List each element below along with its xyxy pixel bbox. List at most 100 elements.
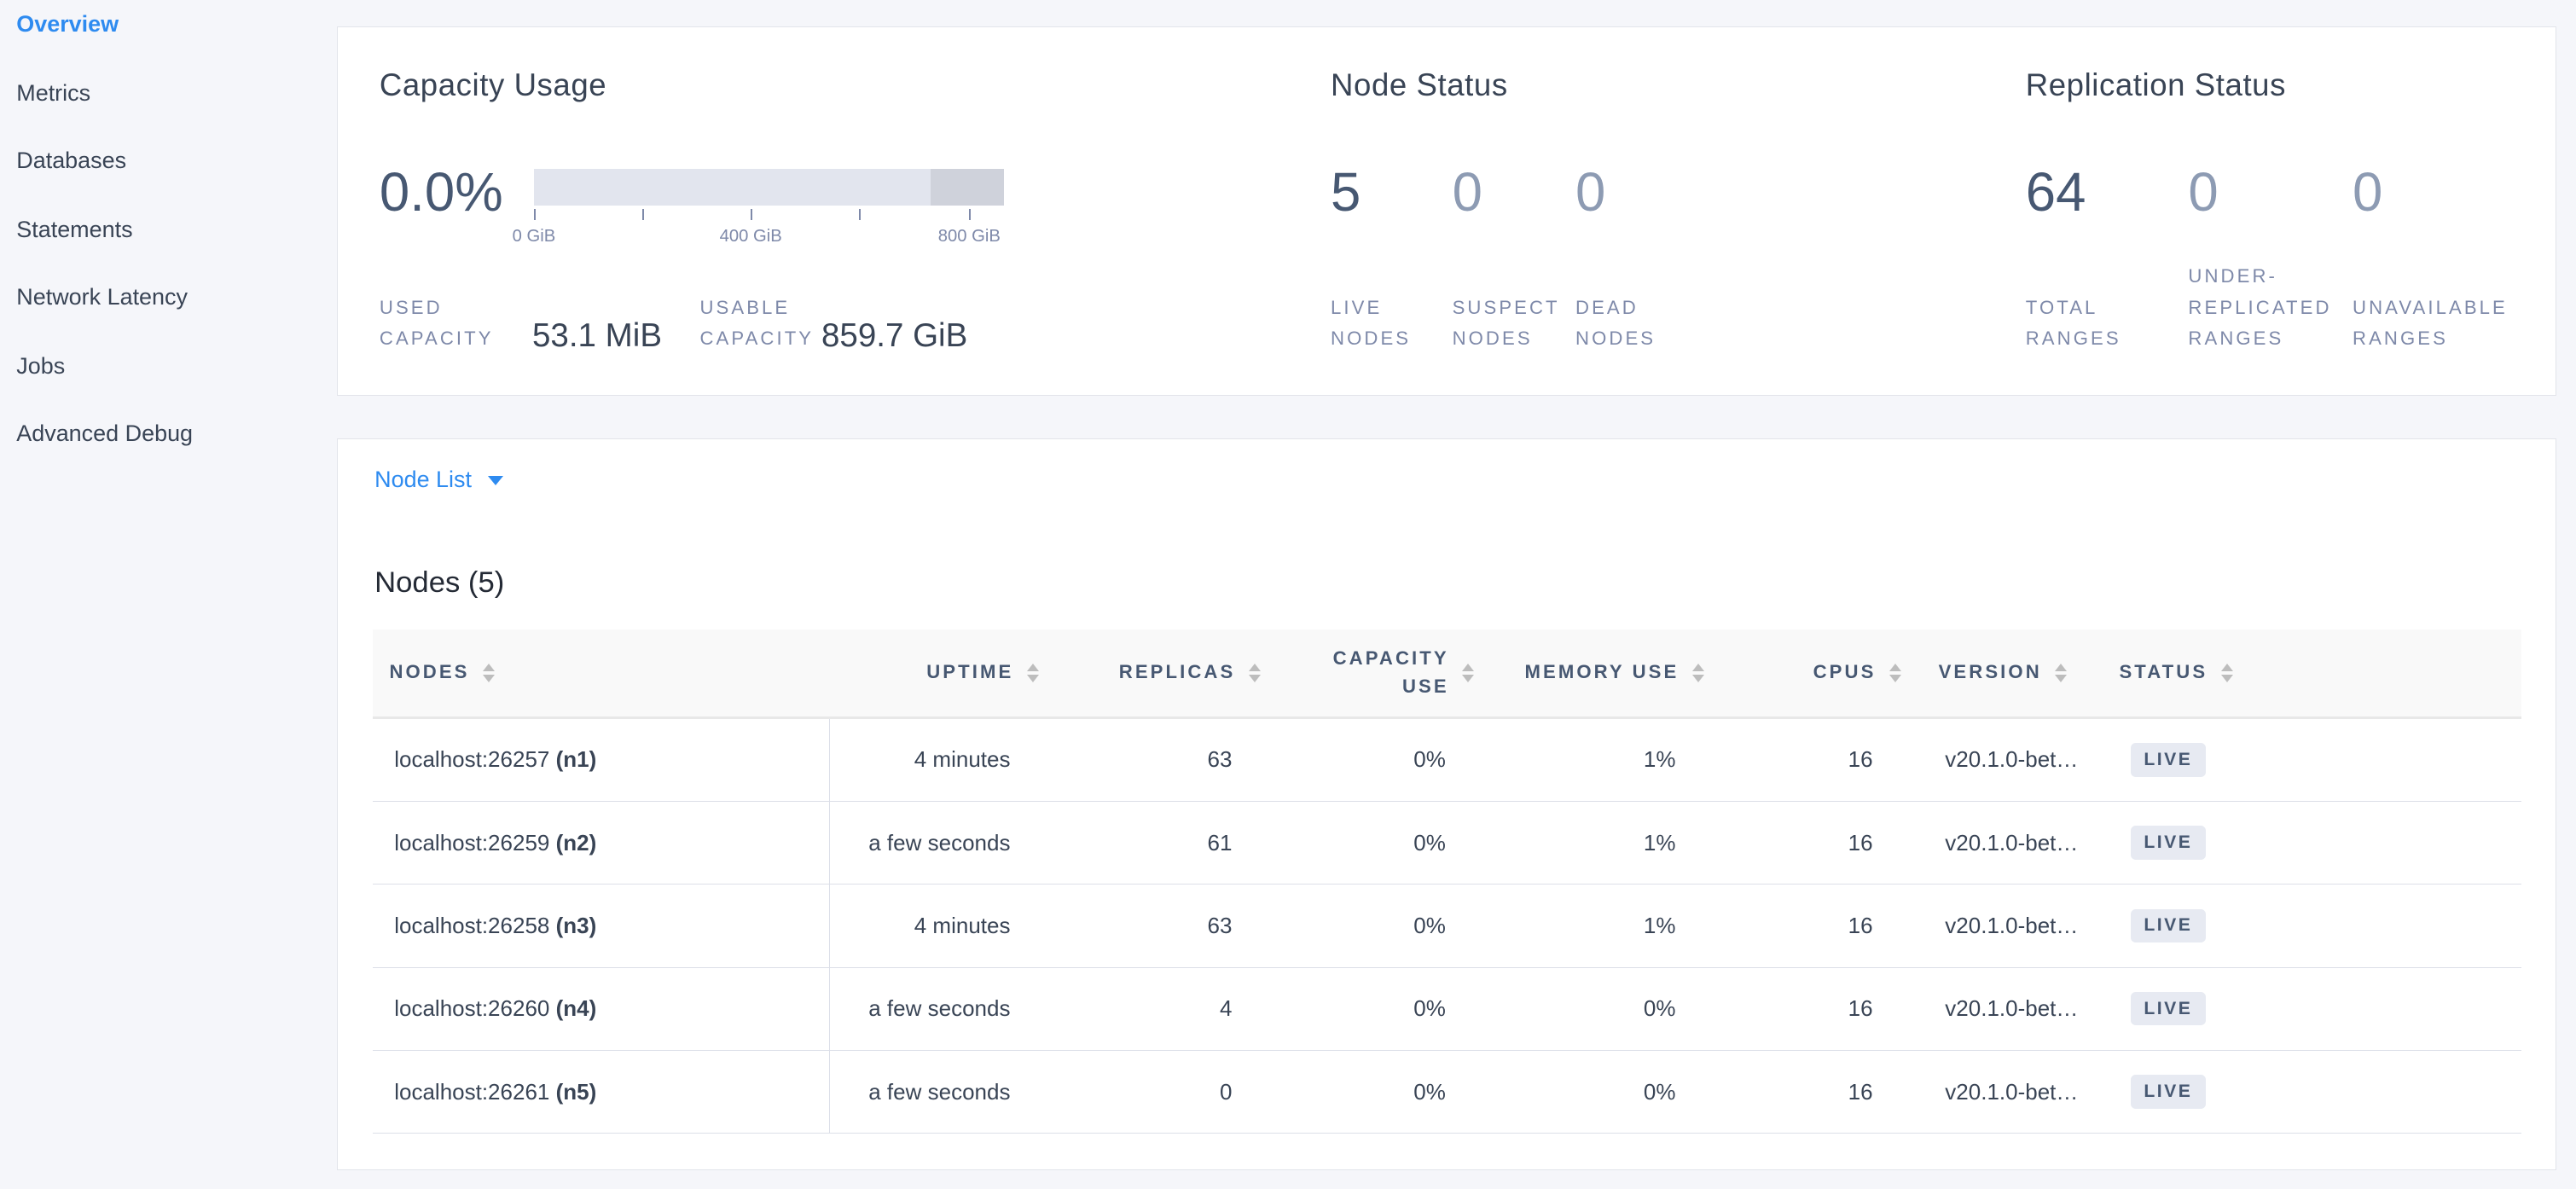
node-status-title: Node Status	[1331, 67, 1508, 102]
sidebar-item-overview[interactable]: Overview	[16, 11, 119, 38]
table-row: localhost:26257 (n1) 4 minutes 63 0% 1% 16 v20…	[373, 717, 2522, 803]
capacity-percent: 0.0%	[379, 161, 503, 223]
status-badge: LIVE	[2130, 743, 2206, 777]
column-header-capacity-use[interactable]: CAPACITY USE	[1281, 629, 1495, 719]
sort-icon[interactable]	[2220, 664, 2234, 682]
column-header-uptime[interactable]: UPTIME	[829, 629, 1060, 719]
column-header-replicas[interactable]: REPLICAS	[1059, 629, 1282, 719]
replication-status-title: Replication Status	[2025, 67, 2286, 102]
version-cell: v20.1.0-bet…	[1922, 717, 2103, 803]
live-nodes-count: 5	[1331, 161, 1361, 223]
node-address-link[interactable]: localhost:26260	[394, 995, 550, 1022]
status-cell: LIVE	[2103, 717, 2522, 803]
tick-label: 800 GiB	[937, 226, 1001, 246]
label-line: NODES	[1452, 328, 1533, 350]
version-cell: v20.1.0-bet…	[1922, 884, 2103, 968]
node-address-link[interactable]: localhost:26261	[394, 1078, 550, 1105]
node-id: (n1)	[555, 746, 597, 773]
status-badge: LIVE	[2130, 826, 2206, 860]
sidebar-item-jobs[interactable]: Jobs	[16, 353, 66, 380]
sidebar-item-databases[interactable]: Databases	[16, 148, 127, 174]
under-replicated-count: 0	[2188, 161, 2219, 223]
column-header-label: VERSION	[1938, 661, 2042, 683]
column-header-nodes[interactable]: NODES	[373, 629, 830, 719]
node-address-link[interactable]: localhost:26258	[394, 912, 550, 938]
table-row: localhost:26260 (n4) a few seconds 4 0% 0% 16…	[373, 967, 2522, 1051]
label-line: TOTAL	[2025, 296, 2098, 318]
table-row: localhost:26258 (n3) 4 minutes 63 0% 1% 16 v20…	[373, 884, 2522, 968]
column-header-label: REPLICAS	[1118, 661, 1236, 683]
tick-label: 0 GiB	[512, 226, 556, 246]
axis-tick	[642, 208, 644, 221]
axis-tick	[533, 208, 536, 221]
capacity-use-cell: 0%	[1281, 801, 1495, 885]
node-address-link[interactable]: localhost:26259	[394, 829, 550, 856]
total-ranges-count: 64	[2025, 161, 2086, 223]
label-line: SUSPECT	[1452, 296, 1560, 318]
replicas-cell: 63	[1059, 884, 1282, 968]
status-cell: LIVE	[2103, 801, 2522, 885]
sort-icon[interactable]	[1888, 664, 1902, 682]
version-cell: v20.1.0-bet…	[1922, 1050, 2103, 1134]
status-cell: LIVE	[2103, 1050, 2522, 1134]
caret-down-icon	[488, 476, 504, 485]
sort-icon[interactable]	[482, 664, 496, 682]
column-header-status[interactable]: STATUS	[2103, 629, 2522, 719]
uptime-cell: a few seconds	[829, 967, 1060, 1051]
column-header-cpus[interactable]: CPUS	[1725, 629, 1923, 719]
column-header-label: UPTIME	[926, 661, 1014, 683]
label-line: NODES	[1575, 328, 1656, 350]
label-line: RANGES	[2025, 328, 2121, 350]
cpus-cell: 16	[1725, 717, 1923, 803]
column-header-memory-use[interactable]: MEMORY USE	[1494, 629, 1726, 719]
label-line: DEAD	[1575, 296, 1639, 318]
capacity-use-cell: 0%	[1281, 884, 1495, 968]
cpus-cell: 16	[1725, 884, 1923, 968]
node-id: (n5)	[555, 1078, 597, 1105]
label-line: REPLICATED	[2188, 296, 2332, 318]
under-replicated-label: UNDER- REPLICATED RANGES	[2188, 261, 2331, 355]
status-cell: LIVE	[2103, 884, 2522, 968]
uptime-cell: a few seconds	[829, 1050, 1060, 1134]
usable-capacity-label: USABLE CAPACITY	[699, 293, 814, 355]
label-line: UNDER-	[2188, 265, 2277, 287]
label-line: USABLE	[699, 296, 791, 318]
replicas-cell: 63	[1059, 717, 1282, 803]
table-row: localhost:26261 (n5) a few seconds 0 0% 0% 16…	[373, 1050, 2522, 1134]
cpus-cell: 16	[1725, 801, 1923, 885]
axis-tick	[751, 208, 753, 221]
node-list-toolbar	[336, 438, 2556, 523]
sort-icon[interactable]	[1026, 664, 1040, 682]
node-cell: localhost:26261 (n5)	[373, 1050, 831, 1134]
replicas-cell: 4	[1059, 967, 1282, 1051]
node-address-link[interactable]: localhost:26257	[394, 746, 550, 773]
usable-capacity-value: 859.7 GiB	[821, 316, 968, 354]
sidebar-item-metrics[interactable]: Metrics	[16, 80, 91, 107]
sidebar-item-advanced-debug[interactable]: Advanced Debug	[16, 420, 194, 447]
sort-icon[interactable]	[1691, 664, 1705, 682]
memory-use-cell: 1%	[1494, 801, 1726, 885]
label-line: LIVE	[1331, 296, 1383, 318]
dropdown-label: Node List	[374, 466, 472, 492]
cpus-cell: 16	[1725, 1050, 1923, 1134]
label-line: CAPACITY	[699, 328, 815, 350]
sort-icon[interactable]	[1248, 664, 1262, 682]
status-badge: LIVE	[2130, 908, 2206, 943]
sidebar-item-statements[interactable]: Statements	[16, 217, 133, 243]
node-list-dropdown[interactable]: Node List	[374, 466, 504, 493]
column-header-label: STATUS	[2119, 661, 2208, 683]
node-id: (n3)	[555, 912, 597, 938]
node-cell: localhost:26260 (n4)	[373, 967, 831, 1051]
memory-use-cell: 0%	[1494, 967, 1726, 1051]
column-header-version[interactable]: VERSION	[1922, 629, 2103, 719]
sidebar-item-network-latency[interactable]: Network Latency	[16, 284, 188, 310]
cpus-cell: 16	[1725, 967, 1923, 1051]
column-header-label: CPUS	[1813, 661, 1877, 683]
memory-use-cell: 1%	[1494, 717, 1726, 803]
sort-icon[interactable]	[1462, 664, 1475, 682]
label-line: RANGES	[2188, 328, 2284, 350]
node-cell: localhost:26259 (n2)	[373, 801, 831, 885]
replicas-cell: 61	[1059, 801, 1282, 885]
uptime-cell: a few seconds	[829, 801, 1060, 885]
sort-icon[interactable]	[2055, 664, 2068, 682]
